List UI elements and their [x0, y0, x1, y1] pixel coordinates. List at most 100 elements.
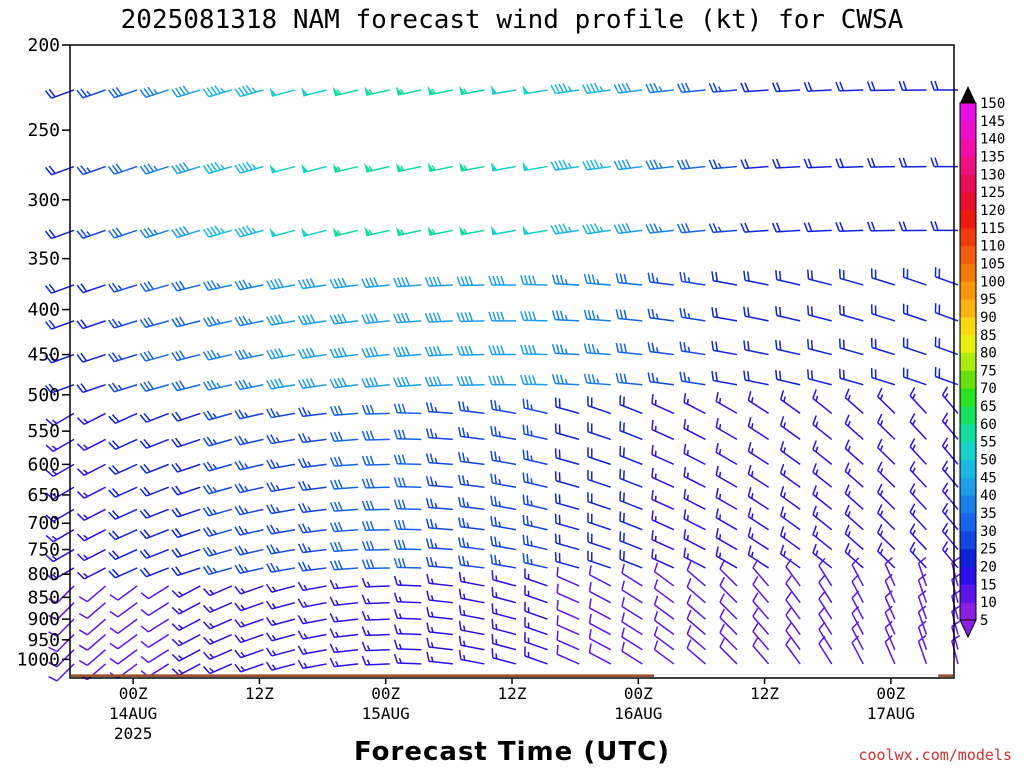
- wind-barb: [266, 524, 296, 535]
- colorbar-tick-label: 95: [980, 292, 997, 308]
- y-tick-label: 600: [27, 454, 60, 475]
- ground-fill: [71, 674, 953, 677]
- colorbar-swatch: [960, 406, 976, 425]
- wind-barb: [393, 454, 422, 466]
- wind-barb: [139, 508, 169, 519]
- wind-barb: [812, 389, 833, 414]
- wind-barb: [587, 550, 611, 569]
- wind-barb: [108, 529, 138, 541]
- wind-barb: [427, 226, 454, 236]
- wind-barb: [234, 315, 264, 327]
- wind-barb: [851, 590, 864, 620]
- colorbar-swatch: [960, 548, 976, 568]
- wind-barb: [740, 222, 769, 233]
- x-tick-date: 14AUG: [109, 704, 157, 723]
- wind-barb: [458, 517, 485, 531]
- wind-barb: [425, 402, 453, 415]
- wind-barb: [615, 273, 643, 286]
- wind-barb: [426, 622, 453, 636]
- wind-barb: [621, 580, 643, 604]
- wind-barb: [202, 315, 233, 327]
- wind-barb: [426, 607, 453, 620]
- wind-barb: [582, 223, 611, 235]
- wind-barb: [329, 579, 359, 590]
- wind-barb: [711, 340, 738, 356]
- wind-barb: [587, 470, 611, 488]
- wind-barb: [884, 573, 896, 603]
- wind-barb: [771, 82, 801, 93]
- wind-barb: [812, 463, 833, 488]
- wind-barb: [588, 565, 612, 587]
- wind-barb: [877, 523, 896, 551]
- wind-barb: [266, 562, 296, 573]
- wind-barb: [140, 633, 170, 648]
- wind-barb: [202, 161, 233, 175]
- wind-barb: [551, 274, 580, 286]
- wind-barb: [297, 645, 327, 655]
- wind-barb: [838, 338, 864, 356]
- wind-barb: [297, 407, 327, 418]
- wind-barb: [747, 417, 769, 441]
- colorbar-tick-label: 90: [980, 310, 997, 326]
- wind-barb: [583, 343, 611, 356]
- wind-barb: [951, 556, 961, 587]
- y-tick-label: 1000: [17, 649, 60, 670]
- wind-barb: [619, 395, 643, 415]
- colorbar-swatch: [960, 316, 976, 336]
- x-tick-year: 2025: [114, 724, 153, 743]
- wind-barb: [844, 504, 864, 531]
- wind-barb: [785, 636, 801, 665]
- wind-barb: [361, 626, 390, 637]
- wind-barb: [522, 494, 548, 511]
- wind-barb: [490, 161, 517, 172]
- wind-barb: [171, 161, 201, 175]
- wind-barb: [917, 573, 928, 603]
- wind-barb: [329, 347, 359, 359]
- wind-barb: [202, 633, 233, 645]
- wind-barb: [361, 577, 390, 588]
- wind-barb: [297, 502, 327, 514]
- wind-barb: [909, 413, 927, 440]
- wind-barb: [550, 159, 580, 171]
- wind-barb: [870, 268, 896, 286]
- wind-barb: [619, 491, 643, 511]
- wind-barb: [779, 441, 801, 465]
- wind-barb: [803, 81, 832, 92]
- wind-barb: [361, 277, 390, 289]
- wind-barb: [884, 557, 896, 587]
- wind-barb: [329, 313, 359, 325]
- wind-barb: [266, 278, 296, 290]
- wind-barb: [835, 158, 864, 169]
- wind-barb: [619, 549, 643, 569]
- colorbar-tick-label: 65: [980, 399, 997, 415]
- wind-barb: [520, 310, 548, 322]
- colorbar-tick-label: 40: [980, 488, 997, 504]
- wind-barb: [108, 508, 138, 520]
- wind-barb: [785, 591, 801, 620]
- wind-barb: [361, 594, 390, 605]
- wind-barb: [941, 482, 959, 510]
- wind-barb: [877, 542, 896, 569]
- wind-barb: [297, 480, 327, 491]
- wind-barb: [550, 223, 580, 235]
- wind-barb: [708, 82, 738, 93]
- wind-barb: [426, 637, 453, 651]
- wind-barb: [747, 545, 769, 569]
- wind-barb: [76, 486, 106, 499]
- colorbar-swatch: [960, 192, 976, 211]
- wind-barb: [621, 612, 643, 636]
- wind-barb: [456, 312, 485, 323]
- y-tick-label: 900: [27, 609, 60, 630]
- wind-barb: [234, 618, 264, 628]
- colorbar-tick-label: 110: [980, 239, 1005, 255]
- wind-barb: [459, 85, 485, 96]
- wind-barb: [524, 601, 548, 620]
- wind-barb: [171, 380, 201, 392]
- wind-barb: [202, 546, 233, 557]
- wind-barb: [329, 596, 359, 607]
- wind-barb: [76, 548, 106, 562]
- wind-barb: [490, 535, 517, 551]
- wind-barb: [202, 85, 233, 98]
- wind-barb: [109, 602, 138, 618]
- wind-barb: [522, 84, 548, 95]
